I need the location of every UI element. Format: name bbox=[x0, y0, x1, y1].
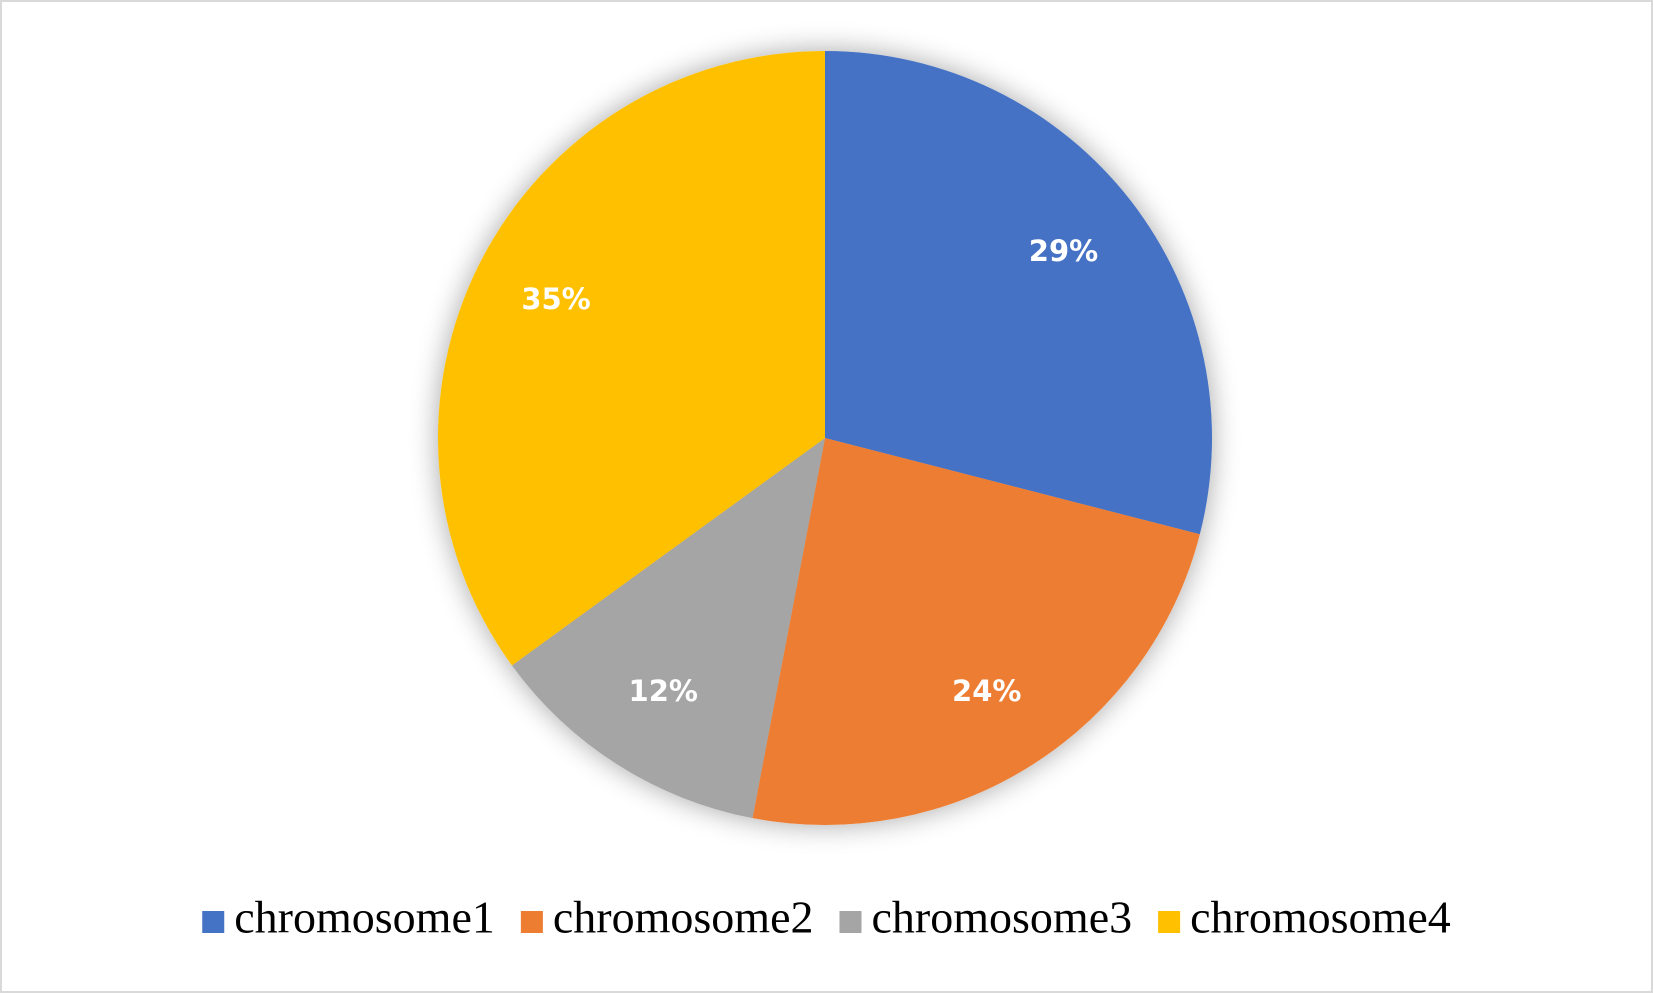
legend-label: chromosome4 bbox=[1190, 892, 1451, 943]
data-labels: 29% 24% 12% 35% bbox=[521, 234, 1098, 708]
pie bbox=[438, 51, 1212, 825]
legend-swatch bbox=[1158, 911, 1181, 933]
legend-swatch bbox=[520, 911, 543, 933]
legend-item: chromosome2 bbox=[520, 892, 814, 943]
legend-label: chromosome2 bbox=[553, 892, 814, 943]
pie-slice bbox=[752, 438, 1200, 825]
legend-item: chromosome4 bbox=[1158, 892, 1451, 943]
legend-item: chromosome1 bbox=[202, 892, 495, 943]
data-label: 35% bbox=[521, 282, 590, 316]
pie-slice bbox=[511, 438, 825, 819]
legend-swatch bbox=[839, 911, 862, 933]
pie-slice bbox=[438, 51, 825, 666]
pie-slice bbox=[825, 51, 1212, 535]
data-label: 29% bbox=[1029, 234, 1098, 268]
legend-label: chromosome1 bbox=[234, 892, 495, 943]
legend: chromosome1 chromosome2 chromosome3 chromos… bbox=[202, 892, 1451, 943]
data-label: 12% bbox=[629, 674, 698, 708]
legend-swatch bbox=[202, 911, 225, 933]
legend-label: chromosome3 bbox=[872, 892, 1133, 943]
legend-item: chromosome3 bbox=[839, 892, 1133, 943]
data-label: 24% bbox=[952, 674, 1021, 708]
